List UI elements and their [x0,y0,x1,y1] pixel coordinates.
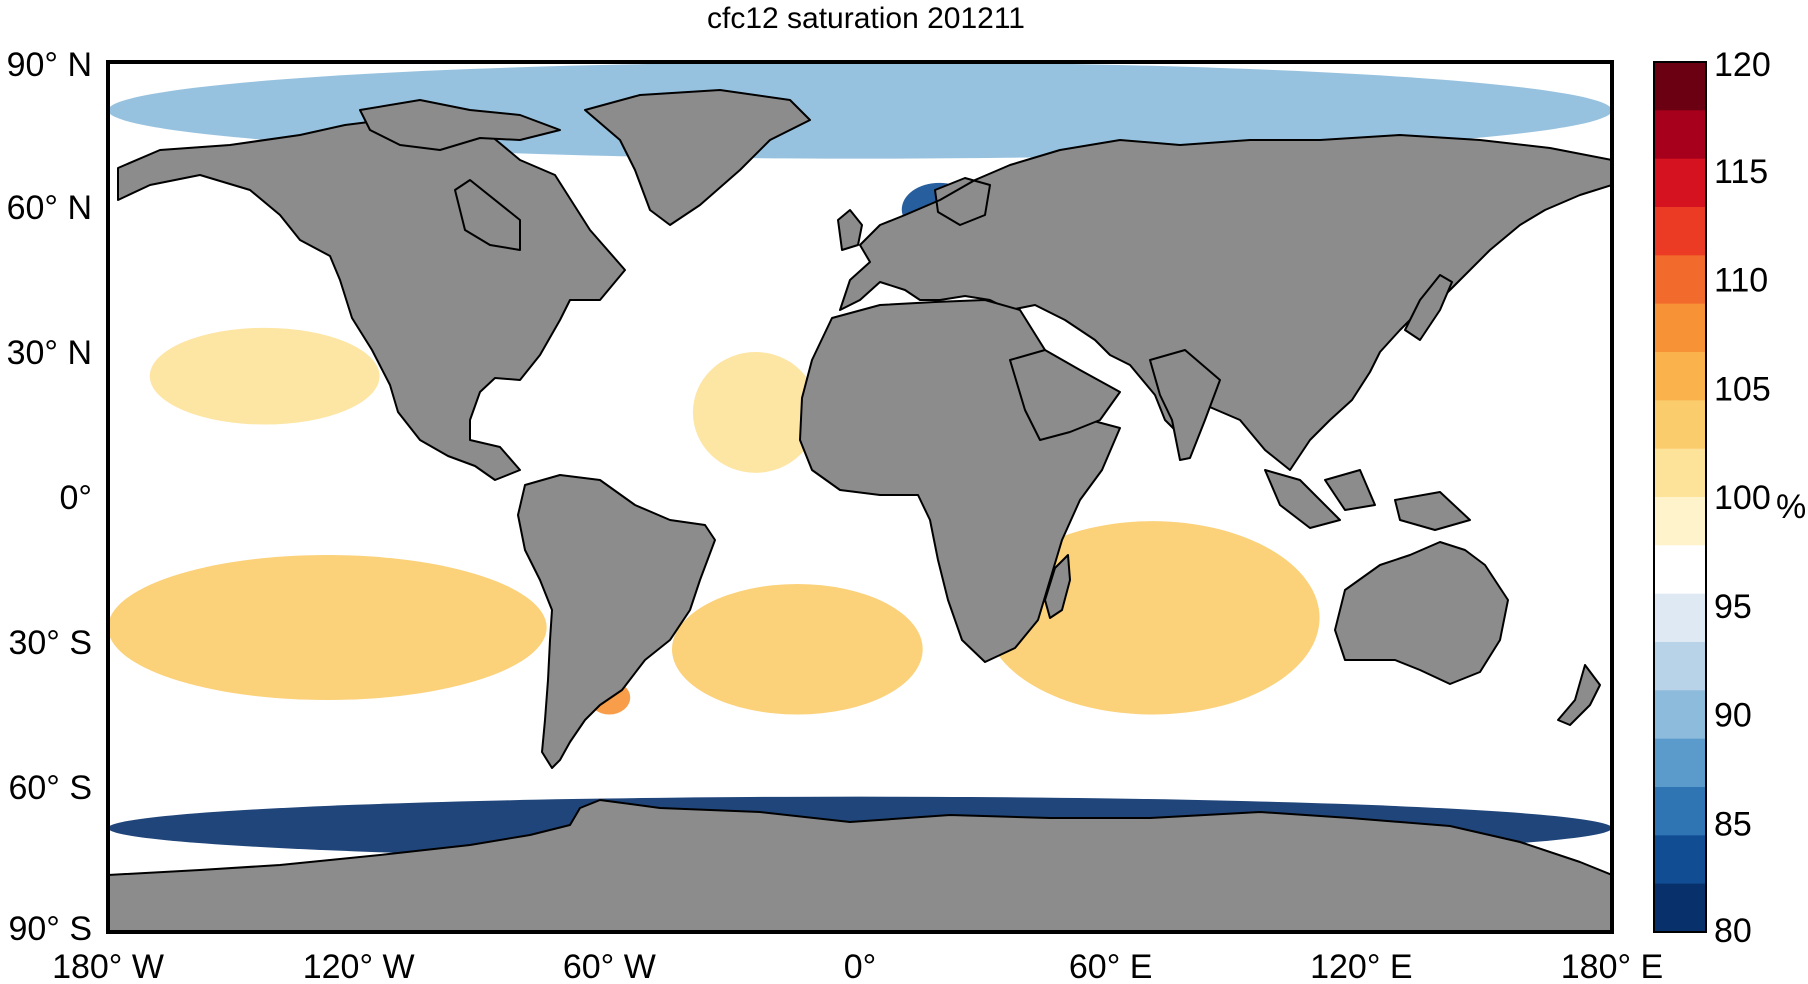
latitude-tick-labels: 90° N 60° N 30° N 0° 30° S 60° S 90° S [7,46,92,948]
colorbar-swatch [1654,593,1706,643]
colorbar-tick-labels: 120 115 110 105 100 95 90 85 80 [1714,46,1771,950]
colorbar-swatch [1654,787,1706,836]
colorbar-tick-label: 90 [1714,697,1752,735]
colorbar-swatch [1654,835,1706,885]
colorbar-tick-label: 80 [1714,912,1752,950]
land-masses [108,89,1612,932]
lon-tick-label: 180° W [52,948,164,984]
colorbar-tick-label: 85 [1714,805,1752,843]
japan-land [1404,274,1453,341]
colorbar-swatch [1654,62,1706,111]
colorbar-swatch [1654,400,1706,450]
lat-tick-label: 90° S [8,910,92,948]
colorbar-swatch [1654,545,1706,595]
australia-land [1334,541,1509,685]
plot-frame [106,60,1614,934]
colorbar-swatch [1654,883,1706,933]
lon-tick-label: 60° W [563,948,656,984]
colorbar-swatches [1654,62,1706,933]
colorbar-swatch [1654,303,1706,353]
eurasia-land [839,134,1612,471]
colorbar-tick-label: 105 [1714,370,1771,408]
ocean-region-north-atlantic-subtropical [692,352,819,473]
colorbar-swatch [1654,642,1706,691]
colorbar-swatch [1654,207,1706,256]
colorbar-tick-label: 115 [1714,153,1768,191]
colorbar-swatch [1654,110,1706,160]
colorbar-frame [1653,61,1707,933]
british-isles-land [837,209,863,251]
ocean-region-southern-ocean-band [108,738,1612,797]
canadian-arctic-islands [359,99,561,151]
colorbar-tick-label: 100 [1714,479,1771,517]
colorbar-swatch [1654,255,1706,305]
colorbar: 120 115 110 105 100 95 90 85 80 % [1653,46,1806,950]
longitude-tick-labels: 180° W 120° W 60° W 0° 60° E 120° E 180° E [52,948,1663,984]
colorbar-tick-label: 120 [1714,46,1771,84]
lat-tick-label: 90° N [7,46,92,84]
ocean-region-south-pacific-subtropical [108,555,547,700]
ocean-region-south-atlantic-subtropical [672,584,923,715]
colorbar-swatch [1654,738,1706,788]
lat-tick-label: 30° N [7,334,92,372]
colorbar-tick-label: 110 [1714,262,1768,300]
lon-tick-label: 180° E [1561,948,1663,984]
southeast-asia-islands [1264,469,1471,531]
colorbar-swatch [1654,448,1706,498]
map-title: cfc12 saturation 201211 [707,2,1025,35]
new-zealand-land [1557,664,1601,726]
lat-tick-label: 0° [59,479,92,517]
india-land [1149,349,1221,461]
colorbar-tick-label: 95 [1714,588,1752,626]
lon-tick-label: 120° W [303,948,415,984]
lon-tick-label: 60° E [1069,948,1153,984]
lat-tick-label: 60° N [7,189,92,227]
colorbar-swatch [1654,352,1706,401]
madagascar-land [1044,554,1071,619]
lon-tick-label: 120° E [1310,948,1412,984]
antarctica-land [108,799,1612,932]
lon-tick-label: 0° [844,948,877,984]
colorbar-swatch [1654,497,1706,546]
colorbar-unit: % [1776,488,1806,526]
greenland-land [584,89,811,226]
lat-tick-label: 30° S [8,624,92,662]
lat-tick-label: 60° S [8,769,92,807]
south-america-land [517,474,716,769]
colorbar-swatch [1654,690,1706,740]
arabian-peninsula-land [1009,349,1121,441]
ocean-region-north-pacific-subtropical [149,327,380,425]
colorbar-swatch [1654,158,1706,208]
